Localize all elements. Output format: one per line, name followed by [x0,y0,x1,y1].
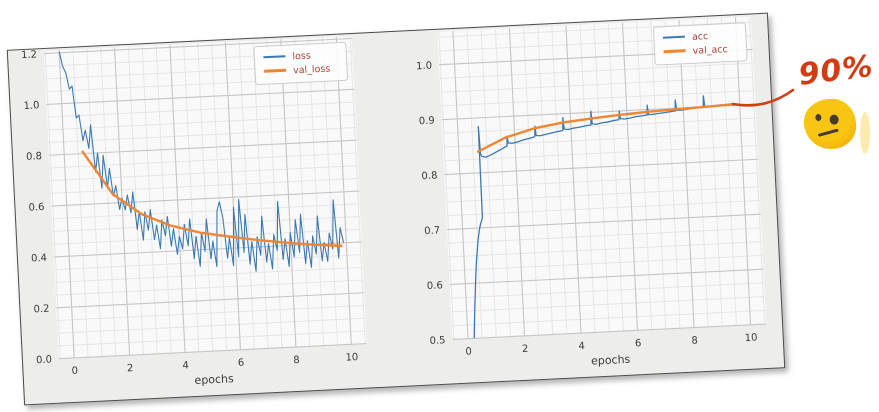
legend-label-val_acc: val_acc [692,44,728,57]
series-loss [58,51,345,272]
x-tick-label: 2 [127,363,134,374]
x-tick-label: 6 [635,338,642,349]
training-plots-figure: 0 2 4 6 8 10 0.0 0.2 0.4 0.6 0.8 1.0 1.2 epochs loss va… [6,12,786,406]
accuracy-chart: 0 2 4 6 8 10 0.5 0.6 0.7 0.8 0.9 1.0 epochs accval_ac… [416,16,767,368]
x-tick-label: 6 [238,358,245,369]
loss-chart: 0 2 4 6 8 10 0.0 0.2 0.4 0.6 0.8 1.0 1.2 epochs loss va… [21,35,367,387]
y-tick-label: 0.2 [33,304,49,316]
y-tick-label: 1.2 [21,49,37,61]
major-grid [43,36,367,360]
x-tick-label: 10 [345,352,358,364]
x-tick-label: 8 [293,355,300,366]
x-tick-label: 2 [522,344,529,355]
y-tick-label: 0.6 [28,202,44,214]
legend-swatch-loss [263,55,286,59]
legend-label-val_loss: val_loss [293,64,331,77]
series-val_loss [81,150,343,248]
x-tick-label: 0 [465,346,472,357]
x-axis-label: epochs [194,372,234,387]
x-tick-label: 4 [182,360,189,371]
series-val_acc [476,102,736,154]
x-tick-label: 4 [578,341,585,352]
legend-box [653,22,748,66]
y-tick-label: 0.8 [26,151,42,163]
emoji-right-eye [829,114,840,125]
legend-box [253,41,349,86]
legend-label-loss: loss [292,50,311,62]
minor-grid [437,16,766,340]
legend: loss val_loss [253,41,349,86]
legend-swatch-val_acc [663,49,686,54]
tick-labels: 0 2 4 6 8 10 0.0 0.2 0.4 0.6 0.8 1.0 1.2 [21,49,359,377]
figure-canvas: 0 2 4 6 8 10 0.0 0.2 0.4 0.6 0.8 1.0 1.2 epochs loss va… [21,16,767,387]
y-tick-label: 0.8 [421,170,437,182]
emoji-left-eye [815,113,822,122]
emoji-mouth [817,128,839,137]
legend-label-acc: acc [692,31,709,43]
cropped-emoji-sliver [860,112,870,154]
y-tick-label: 0.9 [419,116,435,128]
legend-swatch-acc [662,35,685,39]
annotation-90pct: 90% [796,48,876,93]
x-tick-label: 10 [745,332,758,344]
y-tick-label: 0.4 [31,253,47,265]
y-tick-label: 0.0 [36,354,52,366]
y-tick-label: 0.5 [429,335,445,347]
major-grid [438,17,767,340]
y-tick-label: 0.6 [427,280,443,292]
x-axis-label: epochs [591,353,631,368]
tick-labels: 0 2 4 6 8 10 0.5 0.6 0.7 0.8 0.9 1.0 [416,61,758,358]
series-acc [473,95,736,339]
confused-face-emoji [801,96,859,152]
x-tick-label: 8 [691,335,698,346]
y-tick-label: 0.7 [424,225,440,237]
y-tick-label: 1.0 [416,61,432,73]
x-tick-label: 0 [71,366,78,377]
y-tick-label: 1.0 [23,100,39,112]
legend-swatch-val_loss [264,68,287,73]
